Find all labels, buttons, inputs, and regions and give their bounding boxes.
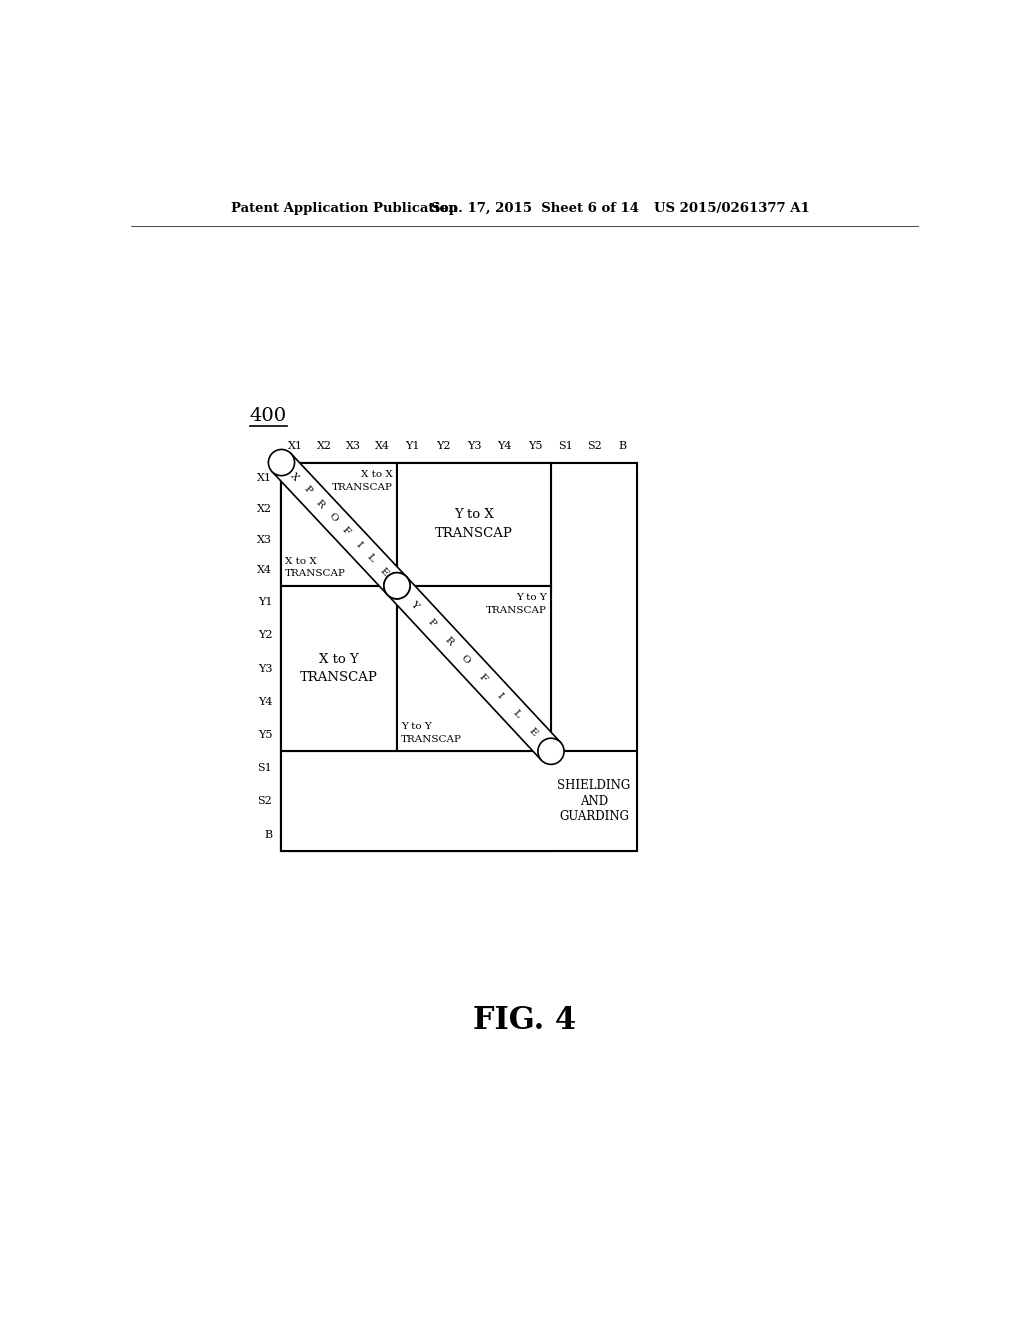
Text: L: L [511, 709, 522, 719]
Text: TRANSCAP: TRANSCAP [300, 672, 378, 684]
Text: S1: S1 [257, 763, 272, 774]
Circle shape [384, 573, 410, 599]
Text: X2: X2 [317, 441, 333, 450]
Text: X4: X4 [257, 565, 272, 576]
Text: US 2015/0261377 A1: US 2015/0261377 A1 [654, 202, 810, 215]
Text: Sep. 17, 2015  Sheet 6 of 14: Sep. 17, 2015 Sheet 6 of 14 [431, 202, 639, 215]
Text: Y2: Y2 [436, 441, 451, 450]
Text: X3: X3 [346, 441, 361, 450]
Text: Y to Y: Y to Y [400, 722, 431, 731]
Circle shape [268, 450, 295, 475]
Text: B: B [618, 441, 627, 450]
Text: B: B [264, 830, 272, 840]
Text: S2: S2 [587, 441, 601, 450]
Polygon shape [272, 454, 407, 595]
Bar [282, 586, 397, 751]
Text: SHIELDING: SHIELDING [557, 779, 631, 792]
Text: Y1: Y1 [406, 441, 420, 450]
Text: X3: X3 [257, 535, 272, 545]
Text: X1: X1 [289, 441, 303, 450]
Text: TRANSCAP: TRANSCAP [286, 569, 346, 578]
Text: X: X [289, 471, 301, 483]
Text: F: F [477, 672, 488, 684]
Text: P: P [302, 484, 313, 496]
Text: O: O [460, 653, 472, 665]
Bar [282, 462, 637, 851]
Text: AND: AND [580, 795, 608, 808]
Text: TRANSCAP: TRANSCAP [435, 527, 513, 540]
Text: Patent Application Publication: Patent Application Publication [230, 202, 458, 215]
Text: Y4: Y4 [498, 441, 512, 450]
Text: O: O [327, 511, 339, 524]
Text: FIG. 4: FIG. 4 [473, 1006, 577, 1036]
Text: X to X: X to X [286, 557, 317, 566]
Text: Y4: Y4 [258, 697, 272, 706]
Text: P: P [426, 618, 437, 628]
Text: Y5: Y5 [528, 441, 543, 450]
Text: Y3: Y3 [467, 441, 481, 450]
Polygon shape [387, 577, 560, 760]
Text: F: F [340, 525, 351, 537]
Circle shape [538, 738, 564, 764]
Bar [397, 586, 551, 751]
Text: R: R [314, 498, 326, 510]
Text: I: I [495, 692, 504, 701]
Text: X to X: X to X [361, 470, 393, 479]
Bar [551, 462, 637, 751]
Bar [282, 462, 397, 586]
Text: Y2: Y2 [258, 631, 272, 640]
Bar [282, 751, 637, 851]
Text: S1: S1 [558, 441, 572, 450]
Text: Y3: Y3 [258, 664, 272, 673]
Text: X1: X1 [257, 473, 272, 483]
Text: GUARDING: GUARDING [559, 810, 629, 824]
Text: Y: Y [409, 599, 420, 610]
Text: I: I [353, 540, 362, 549]
Text: X4: X4 [375, 441, 390, 450]
Text: TRANSCAP: TRANSCAP [332, 483, 393, 491]
Circle shape [384, 573, 410, 599]
Text: 400: 400 [250, 408, 287, 425]
Text: Y to X: Y to X [454, 508, 494, 521]
Text: E: E [527, 726, 539, 738]
Bar [397, 462, 551, 586]
Text: X to Y: X to Y [319, 653, 359, 665]
Text: Y5: Y5 [258, 730, 272, 739]
Text: L: L [366, 553, 377, 564]
Text: S2: S2 [257, 796, 272, 807]
Text: Y1: Y1 [258, 598, 272, 607]
Text: Y to Y: Y to Y [516, 594, 547, 602]
Text: R: R [442, 635, 455, 647]
Text: TRANSCAP: TRANSCAP [486, 606, 547, 615]
Text: E: E [378, 566, 389, 577]
Text: TRANSCAP: TRANSCAP [400, 735, 462, 743]
Text: X2: X2 [257, 504, 272, 513]
Bar [282, 462, 551, 851]
